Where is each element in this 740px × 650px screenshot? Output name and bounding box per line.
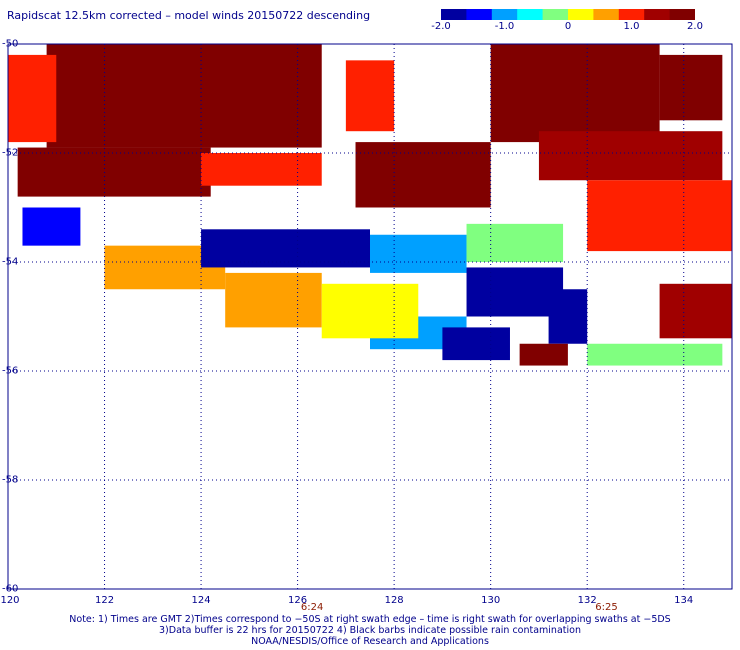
colorbar-segment <box>618 9 645 20</box>
heatmap-cell <box>22 207 81 246</box>
heatmap-cell <box>538 131 723 181</box>
heatmap-cell <box>548 289 588 344</box>
heatmap-cell <box>519 343 568 366</box>
lon-tick-label: 120 <box>0 595 20 606</box>
lon-tick-label: 132 <box>577 595 597 606</box>
heatmap-cell <box>201 229 370 268</box>
colorbar-tick-label: -2.0 <box>431 21 451 32</box>
lon-tick-label: 134 <box>674 595 694 606</box>
plot-frame <box>7 43 733 590</box>
lat-tick-label: -54 <box>2 256 19 268</box>
colorbar-tick-label: 2.0 <box>687 21 703 32</box>
heatmap-cell <box>466 267 564 317</box>
heatmap-cell <box>442 327 510 361</box>
heatmap-cell <box>345 60 395 132</box>
heatmap-cell <box>321 283 419 339</box>
heatmap-cell <box>370 234 467 273</box>
heatmap-cell <box>659 54 723 121</box>
footnotes: Note: 1) Times are GMT 2)Times correspon… <box>0 614 740 647</box>
colorbar-segment <box>441 9 467 20</box>
colorbar-segment <box>542 9 569 20</box>
lon-tick-label: 130 <box>481 595 501 606</box>
colorbar-segment <box>593 9 620 20</box>
heatmap-cell <box>466 223 564 262</box>
lon-tick-label: 124 <box>191 595 211 606</box>
lat-tick-label: -52 <box>2 147 19 159</box>
heatmap-cell <box>8 54 57 143</box>
heatmap-cell <box>355 142 491 208</box>
heatmap-cell <box>225 272 322 328</box>
heatmap-cell <box>201 153 322 186</box>
lat-tick-label: -60 <box>2 583 19 595</box>
swath-time-label: 6:25 <box>595 602 618 613</box>
swath-time-label: 6:24 <box>300 602 324 613</box>
heatmap-cell <box>587 343 723 366</box>
lon-tick-label: 126 <box>288 595 308 606</box>
lon-tick-label: 122 <box>94 595 115 606</box>
colorbar-segment <box>644 9 671 20</box>
footnote-line-2: 3)Data buffer is 22 hrs for 20150722 4) … <box>159 625 581 636</box>
colorbar-segment <box>669 9 695 20</box>
colorbar-tick-label: 1.0 <box>623 21 640 32</box>
chart-title: Rapidscat 12.5km corrected – model winds… <box>7 9 371 22</box>
colorbar-segment <box>568 9 594 20</box>
heatmap-cell <box>46 44 322 148</box>
heatmap-cell <box>17 147 211 197</box>
lat-tick-label: -58 <box>2 474 19 486</box>
heatmap-cell <box>490 44 660 143</box>
lat-tick-label: -50 <box>2 38 19 50</box>
colorbar-segment <box>466 9 493 20</box>
lat-tick-label: -56 <box>2 365 19 377</box>
colorbar-segment <box>491 9 518 20</box>
colorbar-tick-label: 0 <box>564 21 572 32</box>
colorbar <box>441 9 695 20</box>
footnote-line-1: Note: 1) Times are GMT 2)Times correspon… <box>69 614 671 625</box>
footnote-line-3: NOAA/NESDIS/Office of Research and Appli… <box>251 636 489 647</box>
lon-tick-label: 128 <box>384 595 404 606</box>
colorbar-segment <box>517 9 544 20</box>
heatmap-cell <box>659 283 732 339</box>
heatmap-cell <box>587 180 732 252</box>
colorbar-tick-label: -1.0 <box>494 21 515 32</box>
